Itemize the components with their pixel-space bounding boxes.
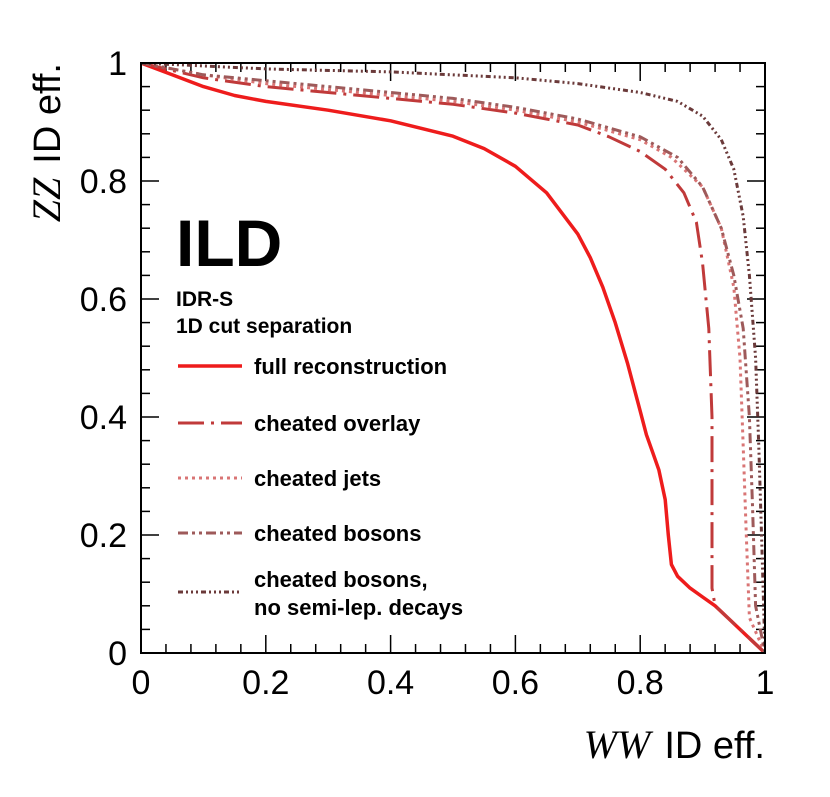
legend-label: cheated overlay [254,411,421,436]
y-tick-label: 0.4 [80,399,127,437]
y-axis-text: ID eff. [27,63,69,164]
series-line-1 [141,63,765,653]
y-axis-title: ZZ ID eff. [24,63,69,222]
x-tick-label: 0 [132,664,151,702]
series-line-2 [141,63,765,653]
y-tick-label: 1 [108,45,127,83]
x-tick-label: 0.8 [617,664,664,702]
legend: full reconstruction cheated overlay cheate… [178,354,463,620]
series-line-4 [141,63,765,653]
series-line-5 [141,63,765,653]
x-tick-label: 0.4 [367,664,414,702]
y-tick-label: 0 [108,635,127,673]
legend-label: no semi-lep. decays [254,595,463,620]
x-tick-label: 0.2 [242,664,289,702]
legend-label: cheated bosons [254,521,421,546]
y-tick-label: 0.6 [80,281,127,319]
x-tick-label: 0.6 [492,664,539,702]
y-axis-variable: ZZ [24,177,69,222]
tick-labels: 0 0.2 0.4 0.6 0.8 1 0 0.2 0.4 0.6 0.8 1 [80,45,775,702]
y-tick-label: 0.8 [80,163,127,201]
legend-label: cheated bosons, [254,567,428,592]
x-axis-variable: WW [584,722,654,767]
legend-label: full reconstruction [254,354,447,379]
legend-label: cheated jets [254,466,381,491]
x-axis-title: WW ID eff. [584,722,765,767]
x-tick-label: 1 [756,664,775,702]
y-tick-label: 0.2 [80,517,127,555]
sub-label-detector: IDR-S [176,288,233,311]
sub-label-method: 1D cut separation [176,315,352,338]
series-lines [141,63,765,653]
plot-frame [140,62,766,654]
x-axis-text: ID eff. [664,725,765,767]
experiment-label: ILD [176,206,282,280]
